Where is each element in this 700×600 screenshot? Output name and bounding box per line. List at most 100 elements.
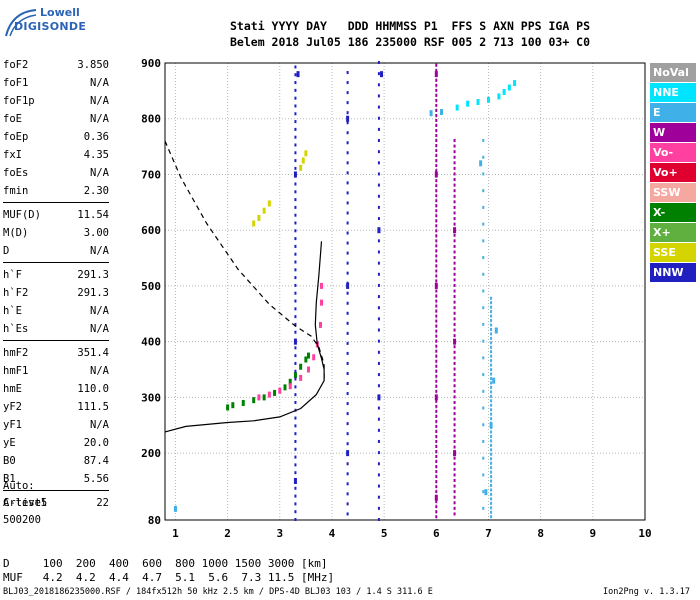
param-row: foEs N/A [3,164,109,182]
param-value: N/A [90,419,109,431]
echo-column-dot [294,400,297,404]
echo-column-dot [435,439,438,443]
echo-column-dot [435,224,438,228]
echo-column-dot [377,205,380,209]
echo-column-dot [377,283,380,287]
legend-item: NoVal [650,63,696,82]
auto-label: Auto: [3,480,35,492]
legend-item: X+ [650,223,696,242]
echo-column-dot [435,359,438,363]
echo-column-dot [490,376,493,380]
echo-column-dot [482,356,485,360]
echo-column-dot [294,221,297,225]
x-tick-label: 4 [329,527,336,540]
polarization-legend: NoVal NNE E W Vo- Vo+ SSW X- X+ SSE NNW [650,63,696,283]
echo-column-dot [490,510,493,514]
echo-column-dot [453,361,456,365]
echo-column-dot [377,373,380,377]
param-row: h`F2 291.3 [3,284,109,302]
x-tick-label: 2 [224,527,231,540]
param-label: fxI [3,149,22,161]
echo-column-dot [377,83,380,87]
echo-column-dot [377,116,380,120]
echo-column-dot [435,394,438,398]
echo-column-dot [435,444,438,448]
echo-point [288,383,292,390]
param-row: foE N/A [3,110,109,128]
autoscaling-info: Auto: Artist5 500200 [3,478,47,529]
y-tick-label: 900 [141,57,161,70]
echo-point [262,207,266,214]
echo-point [278,387,282,394]
echo-column-dot [377,384,380,388]
echo-column-dot [453,139,456,143]
param-row: fxI 4.35 [3,146,109,164]
legend-item: SSW [650,183,696,202]
echo-column-dot [294,354,297,358]
echo-column-dot [435,239,438,243]
echo-column-dot [435,500,438,504]
echo-column-dot [490,488,493,492]
echo-column-dot [294,315,297,319]
echo-column-dot [435,68,438,72]
echo-point [486,96,490,103]
echo-column-dot [294,120,297,124]
param-value: 4.35 [83,149,109,161]
echo-column-dot [346,281,349,285]
echo-column-dot [490,372,493,376]
echo-column-dot [435,113,438,117]
echo-column-dot [294,471,297,475]
echo-column-dot [377,328,380,332]
echo-column-dot [453,211,456,215]
echo-column-dot [482,373,485,377]
echo-column-dot [453,183,456,187]
echo-column-dot [346,382,349,386]
echo-column-dot [490,314,493,318]
echo-column-dot [294,502,297,506]
echo-column-dot [346,261,349,265]
echo-column-dot [435,339,438,343]
param-label: hmF2 [3,347,29,359]
echo-column-dot [453,178,456,182]
echo-column-dot [453,172,456,176]
echo-column-dot [435,495,438,499]
echo-column-dot [346,452,349,456]
auto-version: 500200 [3,514,41,526]
params-separator [3,202,109,203]
echo-column-dot [435,128,438,132]
echo-column-dot [346,121,349,125]
echo-column-dot [490,434,493,438]
echo-point [489,422,493,429]
echo-column-dot [346,161,349,165]
echo-column-dot [435,269,438,273]
echo-column-dot [294,81,297,85]
echo-column-dot [435,164,438,168]
echo-column-dot [435,379,438,383]
param-row: MUF(D) 11.54 [3,206,109,224]
echo-column-dot [453,222,456,226]
echo-column-dot [453,289,456,293]
echo-column-dot [435,123,438,127]
echo-column-dot [294,307,297,311]
echo-column-dot [346,462,349,466]
echo-column-dot [435,154,438,158]
echo-column-dot [294,494,297,498]
echo-column-dot [453,478,456,482]
echo-column-dot [490,439,493,443]
echo-point [299,374,303,381]
echo-column-dot [377,295,380,299]
echo-point [231,402,235,409]
param-value: 20.0 [83,437,109,449]
echo-point [252,220,256,227]
echo-column-dot [435,389,438,393]
echo-point [306,352,310,359]
echo-column-dot [453,150,456,154]
echo-column-dot [435,139,438,143]
echo-column-dot [377,306,380,310]
echo-column-dot [377,261,380,265]
param-label: yE [3,437,16,449]
echo-column-dot [435,289,438,293]
echo-column-dot [490,296,493,300]
echo-column-dot [294,299,297,303]
legend-item: SSE [650,243,696,262]
